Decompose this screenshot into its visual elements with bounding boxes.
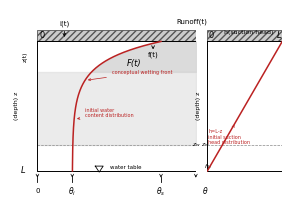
Text: i(t): i(t) bbox=[59, 21, 69, 27]
Text: F(t): F(t) bbox=[127, 59, 141, 68]
Text: f(t): f(t) bbox=[148, 51, 158, 57]
Bar bbox=[207, 30, 282, 41]
Text: water table: water table bbox=[109, 165, 141, 170]
Text: $z_w$: $z_w$ bbox=[192, 141, 201, 149]
Text: L: L bbox=[277, 31, 281, 40]
Bar bbox=[37, 30, 196, 41]
Text: $h_b$: $h_b$ bbox=[204, 162, 212, 171]
Text: 0: 0 bbox=[35, 189, 40, 194]
Text: $z_w$: $z_w$ bbox=[200, 141, 209, 149]
Text: initial water
content distribution: initial water content distribution bbox=[78, 108, 134, 119]
Text: L: L bbox=[21, 166, 26, 175]
Text: $\theta$: $\theta$ bbox=[202, 185, 209, 196]
Text: $\theta_s$: $\theta_s$ bbox=[156, 185, 166, 198]
Text: 0: 0 bbox=[208, 31, 213, 40]
Text: (depth) z: (depth) z bbox=[14, 92, 19, 120]
Text: h=L-z
initial suction
head distribution: h=L-z initial suction head distribution bbox=[208, 125, 250, 145]
Text: $\theta_i$: $\theta_i$ bbox=[68, 185, 76, 198]
Text: conceptual wetting front: conceptual wetting front bbox=[88, 70, 173, 81]
Text: 0: 0 bbox=[39, 31, 44, 40]
Text: z(t): z(t) bbox=[23, 51, 28, 62]
Text: h(suction head): h(suction head) bbox=[224, 30, 273, 35]
Text: (depth) z: (depth) z bbox=[196, 92, 201, 120]
Text: Runoff(t): Runoff(t) bbox=[177, 19, 208, 25]
